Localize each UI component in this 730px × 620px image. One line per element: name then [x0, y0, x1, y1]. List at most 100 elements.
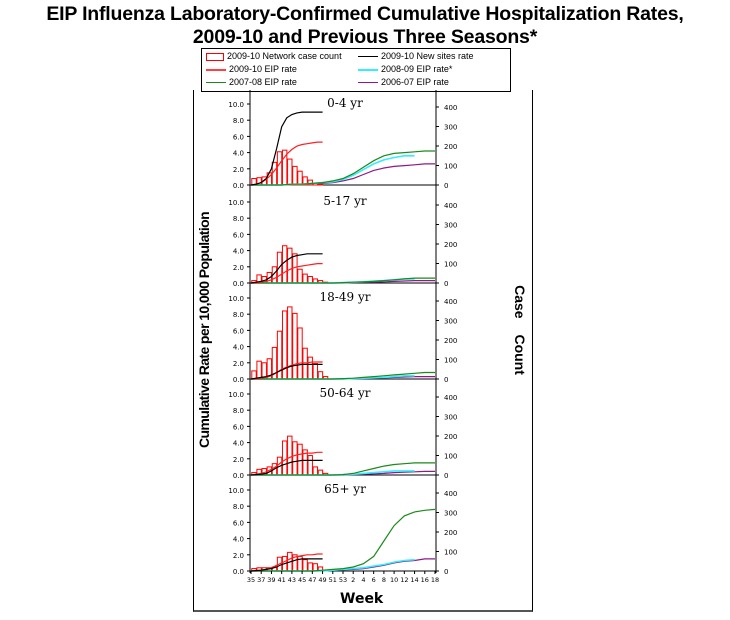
chart-subtitle: 2009-10 and Previous Three Seasons* [192, 26, 538, 48]
legend-item-case-count: 2009-10 Network case count [206, 50, 342, 63]
legend-label: 2007-08 EIP rate [229, 77, 297, 87]
y-tick-label: 0.0 [233, 472, 244, 480]
y2-tick-label: 100 [444, 357, 457, 365]
y2-tick-label: 400 [444, 104, 457, 112]
case-count-bar [302, 347, 308, 380]
y-tick-label: 10.0 [228, 101, 244, 109]
legend-swatch-eip-2006-07 [358, 82, 378, 84]
chart-frame [193, 90, 533, 612]
series-line-eip0708 [251, 462, 435, 476]
legend-swatch-eip-2008-09 [358, 68, 378, 71]
series-line-newsites [250, 253, 323, 284]
case-count-bar [287, 158, 293, 186]
series-line-newsites [250, 363, 323, 380]
x-tick-label: 51 [329, 576, 337, 584]
x-tick-label: 12 [400, 576, 408, 584]
x-tick-label: 39 [267, 576, 275, 584]
x-tick-label: 6 [372, 576, 376, 584]
case-count-bar [292, 165, 298, 186]
series-line-newsites [250, 111, 323, 186]
legend-label: 2008-09 EIP rate* [381, 64, 453, 74]
y-tick-label: 6.0 [233, 327, 244, 335]
y-axis-label: Cumulative Rate per 10,000 Population [196, 211, 212, 449]
y2-tick-label: 0 [444, 568, 448, 576]
y-tick-label: 10.0 [228, 295, 244, 303]
y-tick-label: 2.0 [233, 166, 244, 174]
y-tick-label: 0.0 [233, 182, 244, 190]
y-tick-label: 6.0 [233, 423, 244, 431]
case-count-bar [307, 179, 313, 186]
y2-tick-label: 0 [444, 182, 448, 190]
y-tick-label: 4.0 [233, 440, 244, 448]
y-tick-label: 0.0 [233, 280, 244, 288]
legend-item-eip-2009-10: 2009-10 EIP rate [206, 63, 297, 76]
y-tick-label: 10.0 [228, 487, 244, 495]
legend-label: 2006-07 EIP rate [381, 77, 449, 87]
y-tick-label: 6.0 [233, 133, 244, 141]
x-tick-label: 53 [339, 576, 347, 584]
x-tick-label: 16 [421, 576, 429, 584]
y2-tick-label: 300 [444, 124, 457, 132]
x-tick-label: 4 [361, 576, 365, 584]
x-tick-label: 43 [288, 576, 296, 584]
y-tick-label: 6.0 [233, 231, 244, 239]
series-line-eip0708 [251, 371, 435, 380]
x-tick-label: 47 [308, 576, 316, 584]
case-count-bar [302, 273, 308, 284]
legend-item-eip-2007-08: 2007-08 EIP rate [206, 76, 297, 89]
legend-swatch-case-count [206, 52, 224, 61]
y-tick-label: 8.0 [233, 311, 244, 319]
x-tick-label: 35 [247, 576, 255, 584]
y2-tick-label: 200 [444, 143, 457, 151]
y-tick-label: 4.0 [233, 150, 244, 158]
case-count-bar [302, 176, 308, 186]
case-count-bar [312, 563, 319, 572]
y2-tick-label: 100 [444, 549, 457, 557]
panel-label: 65+ yr [324, 482, 366, 496]
y2-tick-label: 400 [444, 490, 457, 498]
y-tick-label: 6.0 [233, 519, 244, 527]
case-count-bar [287, 435, 293, 476]
case-count-bar [287, 306, 293, 380]
y2-tick-label: 100 [444, 163, 457, 171]
case-count-bar [317, 371, 324, 380]
legend-item-new-sites: 2009-10 New sites rate [358, 50, 474, 63]
y-tick-label: 8.0 [233, 215, 244, 223]
y-tick-label: 2.0 [233, 552, 244, 560]
series-line-eip0910 [251, 361, 323, 380]
y-tick-label: 10.0 [228, 199, 244, 207]
series-line-eip0708 [251, 277, 435, 284]
x-tick-label: 37 [257, 576, 265, 584]
series-line-newsites [250, 459, 323, 476]
case-count-bar [276, 151, 283, 186]
series-line-eip0708 [251, 150, 435, 186]
case-count-bar [271, 161, 278, 186]
case-count-bar [307, 562, 313, 572]
y2-tick-label: 300 [444, 414, 457, 422]
case-count-bar [307, 455, 313, 476]
y2-tick-label: 200 [444, 337, 457, 345]
case-count-bar [287, 247, 293, 284]
x-tick-label: 10 [390, 576, 398, 584]
panel-label: 50-64 yr [320, 386, 371, 400]
legend-item-eip-2008-09: 2008-09 EIP rate* [358, 63, 452, 76]
series-line-eip0910 [250, 451, 323, 476]
y-tick-label: 0.0 [233, 376, 244, 384]
case-count-bar [317, 183, 324, 186]
legend-swatch-eip-2007-08 [206, 82, 226, 84]
x-tick-label: 14 [410, 576, 418, 584]
y-tick-label: 8.0 [233, 117, 244, 125]
x-axis-label: Week [340, 591, 384, 607]
legend-label: 2009-10 Network case count [227, 51, 342, 61]
legend-label: 2009-10 New sites rate [381, 51, 474, 61]
case-count-bar [281, 245, 288, 284]
y2-tick-label: 300 [444, 318, 457, 326]
case-count-bar [297, 170, 303, 186]
case-count-bar [297, 327, 303, 380]
series-line-newsites [250, 558, 323, 572]
y-tick-label: 2.0 [233, 264, 244, 272]
legend-swatch-new-sites [358, 56, 378, 58]
x-tick-label: 49 [318, 576, 326, 584]
legend-label: 2009-10 EIP rate [229, 64, 297, 74]
